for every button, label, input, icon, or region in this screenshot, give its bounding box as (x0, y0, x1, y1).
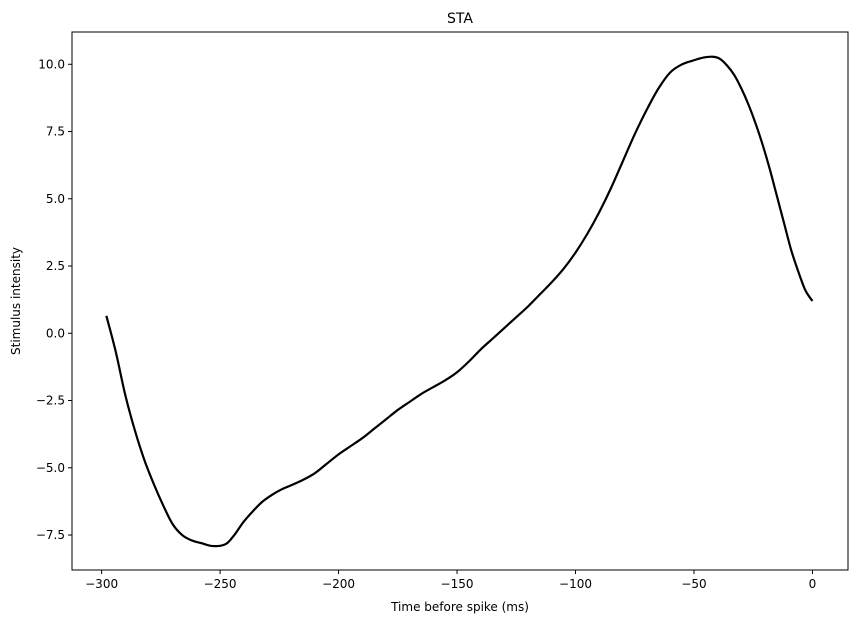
axes-frame (71, 31, 849, 571)
y-tick-label: 7.5 (46, 125, 65, 139)
sta-series-line (105, 55, 814, 548)
x-tick-label: −100 (559, 577, 592, 591)
x-tick-label: −50 (681, 577, 706, 591)
x-axis-label: Time before spike (ms) (390, 600, 529, 614)
y-axis-label: Stimulus intensity (9, 247, 23, 355)
x-tick-label: −200 (322, 577, 355, 591)
y-axis-ticks: −7.5 −5.0 −2.5 0.0 2.5 5.0 7.5 10.0 (36, 57, 72, 542)
y-tick-label: −7.5 (36, 528, 65, 542)
y-tick-label: 10.0 (38, 57, 65, 71)
x-tick-label: 0 (809, 577, 817, 591)
chart-title: STA (447, 11, 473, 27)
y-tick-label: 5.0 (46, 192, 65, 206)
y-tick-label: −5.0 (36, 461, 65, 475)
y-tick-label: −2.5 (36, 394, 65, 408)
x-tick-label: −300 (85, 577, 118, 591)
x-tick-label: −250 (204, 577, 237, 591)
plot-area (105, 55, 814, 548)
y-tick-label: 0.0 (46, 326, 65, 340)
y-tick-label: 2.5 (46, 259, 65, 273)
x-axis-ticks: −300 −250 −200 −150 −100 −50 0 (85, 570, 816, 591)
x-tick-label: −150 (441, 577, 474, 591)
